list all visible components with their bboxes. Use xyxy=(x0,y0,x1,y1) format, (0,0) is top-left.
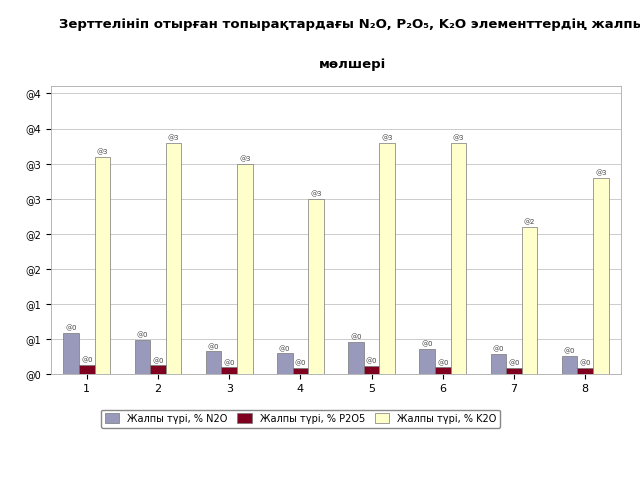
Bar xyxy=(593,178,609,374)
Text: @0: @0 xyxy=(136,332,148,338)
Bar xyxy=(150,365,166,374)
Text: @3: @3 xyxy=(168,135,179,141)
Text: @0: @0 xyxy=(579,360,591,367)
Text: мөлшері: мөлшері xyxy=(318,58,386,72)
Bar xyxy=(237,164,253,374)
Text: Зерттелініп отырған топырақтардағы N₂O, P₂O₅, K₂O элементтердің жалпы: Зерттелініп отырған топырақтардағы N₂O, … xyxy=(59,18,640,31)
Text: @2: @2 xyxy=(524,219,535,226)
Bar xyxy=(451,143,467,374)
Bar xyxy=(292,368,308,374)
Text: @3: @3 xyxy=(97,149,108,155)
Bar xyxy=(562,356,577,374)
Text: @0: @0 xyxy=(508,360,520,367)
Text: @3: @3 xyxy=(595,170,607,176)
Bar xyxy=(419,349,435,374)
Text: @0: @0 xyxy=(493,346,504,353)
Text: @0: @0 xyxy=(152,358,164,364)
Text: @0: @0 xyxy=(279,346,291,352)
Bar xyxy=(522,227,538,374)
Text: @0: @0 xyxy=(223,360,235,366)
Bar xyxy=(577,368,593,374)
Bar xyxy=(364,366,380,374)
Text: @0: @0 xyxy=(208,343,220,350)
Text: @0: @0 xyxy=(437,360,449,366)
Text: @3: @3 xyxy=(381,135,393,141)
Bar xyxy=(95,156,110,374)
Bar xyxy=(134,340,150,374)
Legend: Жалпы түрі, % N2O, Жалпы түрі, % P2O5, Жалпы түрі, % K2O: Жалпы түрі, % N2O, Жалпы түрі, % P2O5, Ж… xyxy=(101,409,500,428)
Bar xyxy=(490,354,506,374)
Bar xyxy=(277,353,292,374)
Bar xyxy=(380,143,395,374)
Text: @0: @0 xyxy=(350,334,362,341)
Bar xyxy=(205,351,221,374)
Text: @0: @0 xyxy=(294,360,306,367)
Text: @0: @0 xyxy=(65,325,77,332)
Text: @0: @0 xyxy=(366,358,378,365)
Text: @0: @0 xyxy=(564,348,575,355)
Bar xyxy=(221,367,237,374)
Bar xyxy=(166,143,182,374)
Bar xyxy=(63,333,79,374)
Text: @3: @3 xyxy=(239,156,251,162)
Text: @3: @3 xyxy=(452,135,464,141)
Bar xyxy=(79,365,95,374)
Bar xyxy=(308,199,324,374)
Bar xyxy=(435,367,451,374)
Bar xyxy=(506,368,522,374)
Text: @0: @0 xyxy=(421,341,433,348)
Bar xyxy=(348,342,364,374)
Text: @0: @0 xyxy=(81,357,93,363)
Text: @3: @3 xyxy=(310,191,322,197)
